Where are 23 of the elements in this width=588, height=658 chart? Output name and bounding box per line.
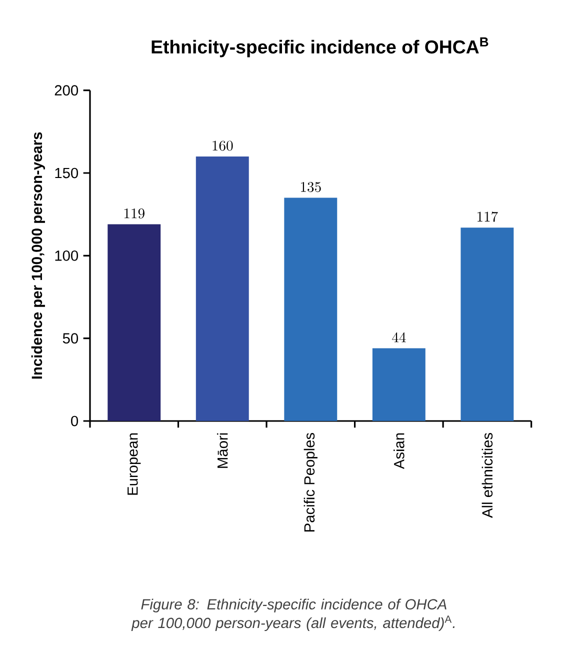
y-tick-label: 100 xyxy=(55,250,78,261)
x-tick-label: Māori xyxy=(217,433,228,468)
y-axis-title: Incidence per 100,000 person-years xyxy=(31,132,45,379)
bar xyxy=(372,348,426,421)
x-tick-label: All ethnicities xyxy=(482,432,493,518)
bar xyxy=(196,156,249,421)
bar xyxy=(108,224,161,421)
y-tick-label: 200 xyxy=(54,85,78,96)
y-tick-label: 50 xyxy=(62,333,78,344)
chart-title: Ethnicity-specific incidence of OHCA$^{B}$ xyxy=(152,37,488,58)
x-tick-label: Asian xyxy=(394,433,404,470)
x-tick-label: European xyxy=(128,433,141,495)
x-tick-label: Pacific Peoples xyxy=(304,432,318,532)
data-label: 160 xyxy=(212,140,233,151)
data-label: 117 xyxy=(478,212,498,222)
text: Figure 8: Ethnicity-specific incidence of OHCA per 100,000 person-years (all events, attended)$^{A}$. xyxy=(131,598,455,632)
data-label: 119 xyxy=(124,208,144,219)
data-label: 44 xyxy=(392,332,406,342)
bar xyxy=(460,228,514,421)
y-tick-label: 150 xyxy=(55,168,78,178)
bar xyxy=(284,198,338,421)
data-label: 135 xyxy=(301,182,321,192)
y-tick-label: 0 xyxy=(71,416,78,426)
